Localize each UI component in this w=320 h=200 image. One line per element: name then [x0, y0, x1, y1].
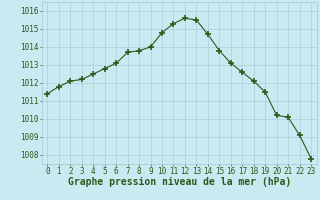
X-axis label: Graphe pression niveau de la mer (hPa): Graphe pression niveau de la mer (hPa) — [68, 177, 291, 187]
